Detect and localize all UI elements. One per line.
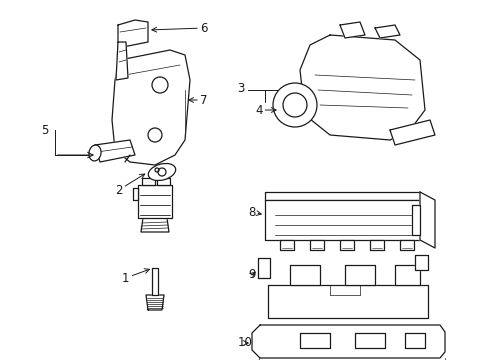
- Polygon shape: [267, 285, 427, 318]
- Polygon shape: [133, 188, 138, 200]
- Text: 4: 4: [254, 104, 276, 117]
- Polygon shape: [389, 120, 434, 145]
- Text: 6: 6: [152, 22, 207, 35]
- Polygon shape: [118, 20, 148, 48]
- Polygon shape: [374, 25, 399, 38]
- Polygon shape: [258, 258, 269, 278]
- Text: 8: 8: [247, 206, 261, 219]
- Text: 10: 10: [238, 337, 252, 350]
- Polygon shape: [146, 295, 163, 310]
- Polygon shape: [251, 325, 444, 358]
- Polygon shape: [299, 35, 424, 140]
- Text: 2: 2: [115, 174, 144, 197]
- Ellipse shape: [89, 145, 101, 161]
- Polygon shape: [411, 205, 419, 235]
- Polygon shape: [394, 265, 419, 285]
- Polygon shape: [354, 333, 384, 348]
- Polygon shape: [141, 218, 169, 232]
- Text: 5: 5: [41, 123, 48, 136]
- Polygon shape: [152, 268, 158, 295]
- Polygon shape: [112, 50, 190, 165]
- Polygon shape: [369, 240, 383, 250]
- Polygon shape: [404, 333, 424, 348]
- Polygon shape: [157, 178, 170, 185]
- Polygon shape: [414, 255, 427, 270]
- Text: 9: 9: [247, 269, 255, 282]
- Polygon shape: [299, 333, 329, 348]
- Polygon shape: [399, 240, 413, 250]
- Polygon shape: [419, 192, 434, 248]
- Polygon shape: [264, 200, 419, 240]
- Polygon shape: [138, 185, 172, 218]
- Text: 1: 1: [122, 269, 149, 284]
- Polygon shape: [264, 192, 419, 200]
- Polygon shape: [289, 265, 319, 285]
- Circle shape: [272, 83, 316, 127]
- Polygon shape: [339, 240, 353, 250]
- Polygon shape: [309, 240, 324, 250]
- Polygon shape: [339, 22, 364, 38]
- Text: 7: 7: [188, 94, 207, 107]
- Ellipse shape: [148, 163, 175, 180]
- Polygon shape: [345, 265, 374, 285]
- Text: 3: 3: [237, 81, 244, 95]
- Polygon shape: [280, 240, 293, 250]
- Polygon shape: [95, 140, 135, 162]
- Polygon shape: [142, 178, 155, 185]
- Polygon shape: [116, 42, 128, 80]
